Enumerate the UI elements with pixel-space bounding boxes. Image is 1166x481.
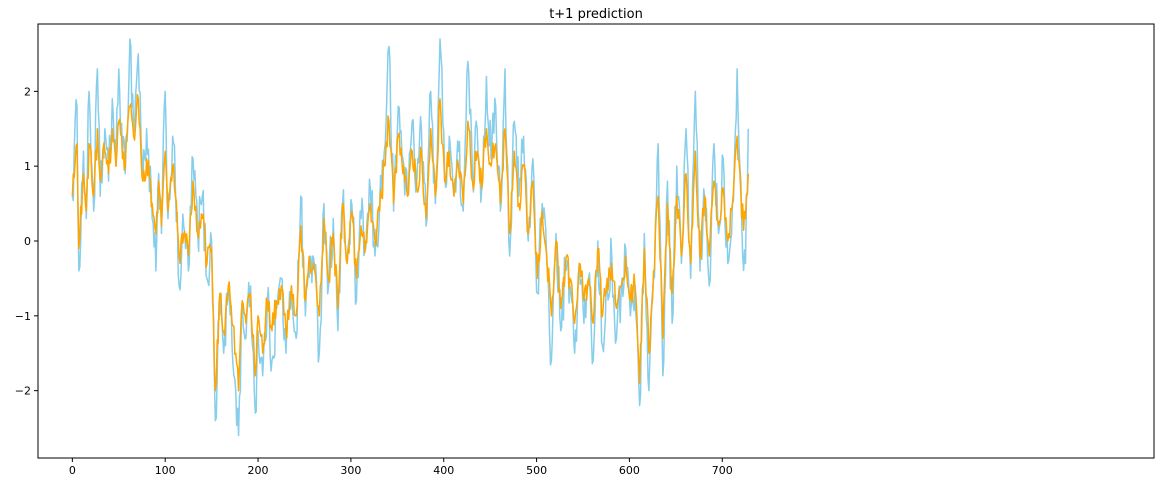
x-tick-label: 500 — [526, 464, 547, 477]
x-tick-label: 300 — [340, 464, 361, 477]
y-axis: −2 −1 0 1 2 — [15, 85, 38, 398]
x-tick-label: 100 — [155, 464, 176, 477]
y-tick-label: −1 — [15, 310, 31, 323]
x-tick-label: 600 — [619, 464, 640, 477]
x-axis: 0 100 200 300 400 500 600 700 — [69, 458, 733, 477]
series-line-1 — [71, 38, 750, 437]
y-tick-label: 1 — [24, 160, 31, 173]
x-tick-label: 200 — [248, 464, 269, 477]
x-tick-label: 400 — [433, 464, 454, 477]
series-layer — [71, 38, 750, 437]
chart-title: t+1 prediction — [549, 7, 643, 22]
x-tick-label: 0 — [69, 464, 76, 477]
y-tick-label: −2 — [15, 385, 31, 398]
y-tick-label: 2 — [24, 85, 31, 98]
series-line-2 — [71, 93, 750, 392]
y-tick-label: 0 — [24, 235, 31, 248]
x-tick-label: 700 — [712, 464, 733, 477]
